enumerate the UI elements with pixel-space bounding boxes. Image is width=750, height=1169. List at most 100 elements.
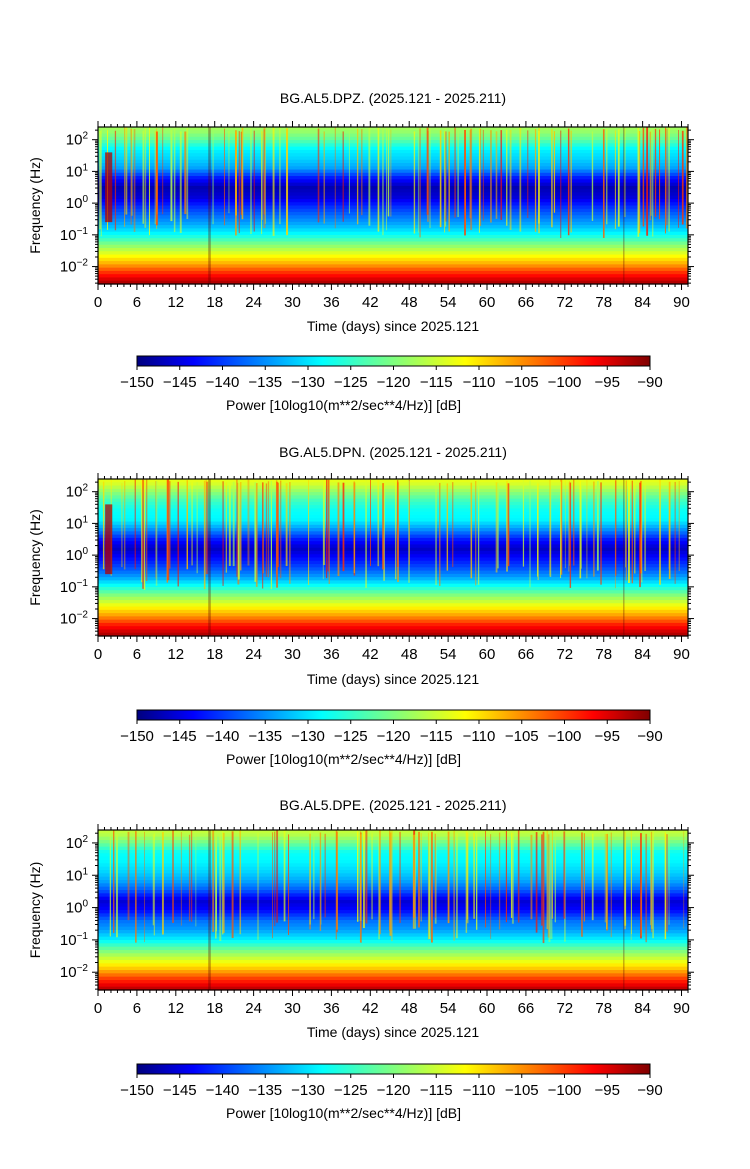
heatmap-streak	[382, 127, 384, 236]
heatmap-streak	[261, 131, 263, 220]
heatmap-streak	[257, 832, 259, 940]
heatmap-streak	[143, 481, 146, 590]
heatmap-streak	[144, 128, 147, 228]
heatmap-streak	[337, 482, 340, 577]
x-tick-label: 90	[673, 646, 690, 663]
heatmap-streak	[196, 481, 198, 574]
heatmap-streak	[624, 831, 626, 930]
heatmap-band	[98, 495, 688, 500]
heatmap-streak	[228, 483, 231, 566]
heatmap-streak	[265, 483, 268, 577]
x-axis-label: Time (days) since 2025.121	[307, 1024, 479, 1040]
heatmap-streak	[602, 129, 605, 238]
x-tick-label: 54	[440, 294, 457, 311]
heatmap-band	[98, 603, 688, 608]
x-tick-label: 0	[94, 294, 102, 311]
heatmap-gap	[623, 830, 625, 990]
heatmap-streak	[642, 127, 645, 227]
heatmap-streak	[511, 832, 514, 924]
heatmap-streak	[130, 128, 132, 225]
heatmap-band	[98, 577, 688, 581]
heatmap-streak	[414, 834, 417, 929]
heatmap-band	[98, 570, 688, 575]
colorbar-tick-label: −105	[505, 374, 539, 391]
heatmap-streak	[456, 832, 458, 939]
x-tick-label: 30	[284, 294, 301, 311]
heatmap-band	[98, 916, 688, 921]
heatmap-streak	[365, 830, 368, 924]
heatmap-streak	[529, 480, 531, 588]
heatmap-band	[98, 169, 688, 174]
heatmap-streak	[630, 831, 632, 940]
heatmap-streak	[356, 128, 359, 225]
heatmap-streak	[681, 130, 684, 225]
spectrogram-panel-1: BG.AL5.DPZ. (2025.121 - 2025.211) 0 6 12 18 2…	[27, 90, 694, 413]
colorbar-tick-label: −90	[637, 728, 662, 745]
heatmap-band	[98, 550, 688, 555]
heatmap-streak	[389, 830, 391, 931]
heatmap-band	[98, 960, 688, 964]
heatmap-streak	[617, 129, 620, 227]
heatmap-streak	[519, 127, 522, 232]
heatmap-band	[98, 900, 688, 904]
heatmap-band	[98, 560, 688, 565]
y-axis: 102 101 100 10−1 10−2	[60, 832, 694, 990]
heatmap-streak	[412, 834, 415, 929]
y-tick-label: 10−2	[60, 258, 89, 276]
colorbar-tick-label: −145	[163, 728, 197, 745]
heatmap-streak	[99, 130, 101, 230]
heatmap-streak	[177, 481, 179, 587]
heatmap-streak	[241, 127, 244, 220]
x-tick-label: 18	[206, 294, 223, 311]
colorbar-tick-label: −95	[595, 374, 620, 391]
colorbar-tick-label: −120	[377, 1082, 411, 1099]
colorbar-tick-label: −100	[548, 728, 582, 745]
heatmap-band	[98, 212, 688, 216]
heatmap-streak	[240, 482, 242, 571]
heatmap-streak	[668, 831, 670, 925]
heatmap-streak	[454, 127, 456, 218]
colorbar-tick-label: −130	[291, 374, 325, 391]
heatmap-streak	[500, 130, 503, 220]
heatmap-streak	[142, 130, 144, 224]
heatmap-streak	[382, 483, 385, 570]
heatmap-streak	[538, 130, 540, 224]
heatmap-band	[98, 593, 688, 598]
heatmap-band	[98, 127, 688, 131]
heatmap-gap	[208, 127, 211, 284]
heatmap-streak	[644, 481, 647, 572]
heatmap-band	[98, 886, 688, 891]
x-tick-label: 36	[323, 646, 340, 663]
heatmap-band	[98, 198, 688, 203]
heatmap-event	[105, 152, 113, 223]
plot-frame	[97, 478, 689, 637]
heatmap-streak	[148, 127, 151, 236]
heatmap-band	[98, 257, 688, 262]
heatmap-band	[98, 501, 688, 506]
heatmap-band	[98, 176, 688, 180]
heatmap-streak	[419, 128, 421, 238]
heatmap-streak	[135, 831, 137, 943]
heatmap-band	[98, 893, 688, 898]
x-tick-label: 84	[634, 1000, 651, 1017]
heatmap-streak	[624, 482, 627, 568]
heatmap-streak	[570, 130, 572, 233]
heatmap-band	[98, 564, 688, 568]
heatmap-streak	[288, 834, 290, 936]
heatmap-streak	[507, 483, 510, 567]
colorbar-tick-label: −90	[637, 374, 662, 391]
heatmap-streak	[659, 129, 661, 220]
heatmap-streak	[549, 479, 551, 576]
heatmap-streak	[591, 833, 594, 921]
heatmap-band	[98, 870, 688, 874]
chart-title: BG.AL5.DPE. (2025.121 - 2025.211)	[280, 797, 507, 813]
heatmap-streak	[342, 482, 345, 572]
heatmap-streak	[124, 480, 126, 570]
heatmap-streak	[606, 129, 608, 225]
heatmap-band	[98, 140, 688, 144]
x-axis-label: Time (days) since 2025.121	[307, 671, 479, 687]
x-tick-label: 0	[94, 1000, 102, 1017]
x-tick-label: 0	[94, 646, 102, 663]
x-tick-label: 60	[479, 1000, 496, 1017]
colorbar-tick-label: −130	[291, 728, 325, 745]
